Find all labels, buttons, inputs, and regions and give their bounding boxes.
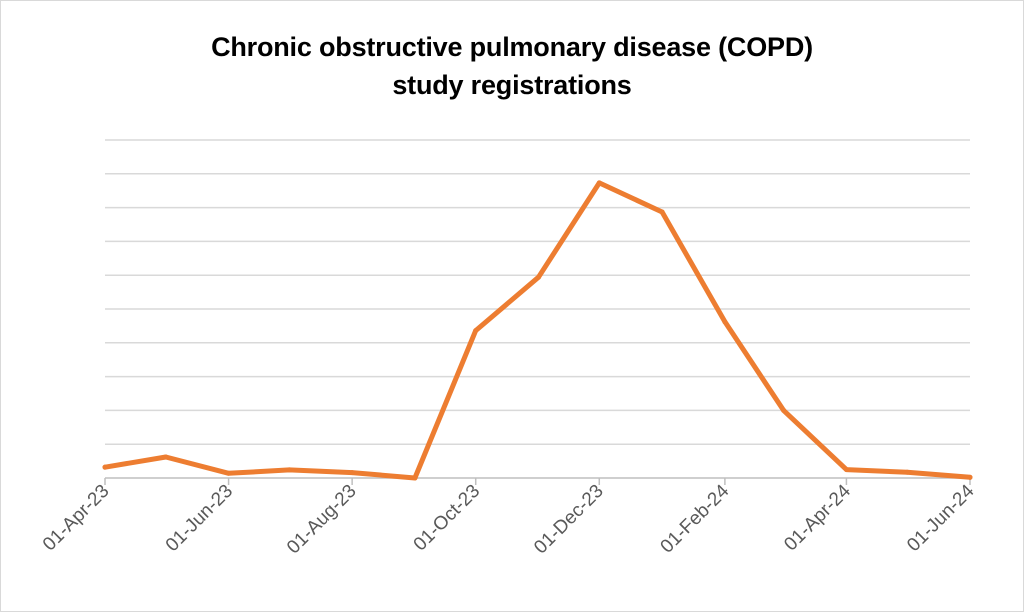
data-point xyxy=(163,454,169,460)
x-tick-label: 01-Jun-24 xyxy=(903,480,979,556)
data-point xyxy=(473,328,479,334)
data-point xyxy=(412,475,418,481)
gridlines xyxy=(105,139,970,445)
x-tick-label: 01-Apr-24 xyxy=(780,480,855,555)
x-tick-labels: 01-Apr-23 01-Jun-23 01-Aug-23 01-Oct-23 01-D… xyxy=(39,480,979,558)
data-point xyxy=(781,407,787,413)
chart-title-line-1: Chronic obstructive pulmonary disease (C… xyxy=(211,32,813,62)
chart-title: Chronic obstructive pulmonary disease (C… xyxy=(0,28,1024,104)
data-point xyxy=(722,319,728,325)
data-point xyxy=(967,474,973,480)
data-point xyxy=(226,470,232,476)
x-tick-label: 01-Jun-23 xyxy=(162,481,237,556)
x-axis xyxy=(104,477,971,485)
data-point xyxy=(659,209,665,215)
data-point xyxy=(286,467,292,473)
x-tick-label: 01-Apr-23 xyxy=(39,481,114,556)
data-point xyxy=(102,464,108,470)
x-tick-label: 01-Aug-23 xyxy=(283,481,361,559)
data-point xyxy=(843,467,849,473)
data-point xyxy=(904,469,910,475)
x-tick-label: 01-Dec-23 xyxy=(530,481,608,559)
x-tick-label: 01-Oct-23 xyxy=(410,481,485,556)
data-point xyxy=(596,180,602,186)
data-point xyxy=(349,470,355,476)
data-point xyxy=(536,274,542,280)
series-layer xyxy=(102,180,973,481)
chart-title-line-2: study registrations xyxy=(392,70,632,100)
series-line xyxy=(102,180,973,481)
x-tick-label: 01-Feb-24 xyxy=(657,480,734,557)
